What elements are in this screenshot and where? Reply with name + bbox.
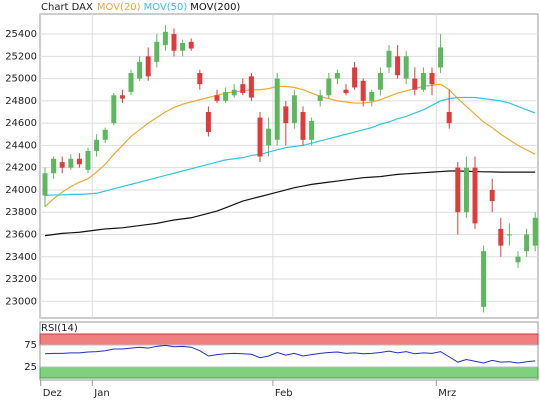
- y-tick-label: 24800: [5, 96, 37, 107]
- chart-title: Chart DAX: [41, 2, 93, 13]
- candle-body: [455, 167, 461, 213]
- candle-body: [137, 61, 143, 79]
- candle-body: [334, 73, 340, 79]
- candle-body: [214, 95, 220, 101]
- candle-body: [403, 56, 409, 79]
- y-tick-label: 24000: [5, 185, 37, 196]
- y-tick-label: 24600: [5, 118, 37, 129]
- candle-body: [420, 73, 426, 90]
- candle-body: [94, 139, 100, 151]
- x-tick-label: Mrz: [438, 388, 456, 399]
- candle-body: [240, 84, 246, 94]
- candle-body: [386, 50, 392, 68]
- candle-body: [231, 89, 237, 96]
- candle-body: [154, 41, 160, 62]
- candle-body: [412, 78, 418, 90]
- candle-body: [128, 73, 134, 92]
- candle-body: [506, 234, 512, 236]
- candle-body: [223, 91, 229, 101]
- candle-body: [162, 31, 168, 46]
- y-tick-label: 23000: [5, 296, 37, 307]
- legend-label: MOV(20): [97, 2, 141, 13]
- candle-body: [395, 56, 401, 76]
- candle-body: [446, 111, 452, 124]
- candle-body: [111, 95, 117, 124]
- y-tick-label: 23200: [5, 274, 37, 285]
- candle-body: [291, 95, 297, 124]
- candle-body: [352, 67, 358, 88]
- moving-average-line: [44, 83, 536, 208]
- candle-body: [515, 256, 521, 263]
- candle-body: [59, 162, 65, 168]
- y-tick-label: 25200: [5, 51, 37, 62]
- y-tick-label: 75: [24, 340, 37, 351]
- candle-body: [68, 158, 74, 168]
- y-tick-label: 24200: [5, 163, 37, 174]
- candle-body: [472, 167, 478, 224]
- candle-body: [266, 128, 272, 146]
- candle-body: [197, 73, 203, 85]
- y-tick-label: 25400: [5, 29, 37, 40]
- candle-body: [309, 120, 315, 140]
- y-tick-label: 24400: [5, 140, 37, 151]
- candle-body: [498, 228, 504, 246]
- candle-body: [429, 73, 435, 85]
- candle-body: [369, 91, 375, 101]
- x-tick-label: Jan: [93, 388, 109, 399]
- y-tick-label: 23800: [5, 207, 37, 218]
- candle-body: [463, 167, 469, 213]
- candle-body: [360, 80, 366, 101]
- panel-title: RSI(14): [41, 323, 78, 334]
- x-tick-label: Feb: [275, 388, 293, 399]
- overbought-band: [39, 333, 539, 346]
- candle-body: [257, 117, 263, 157]
- candle-body: [343, 89, 349, 94]
- candle-body: [283, 106, 289, 124]
- candle-body: [438, 47, 444, 68]
- candle-body: [102, 129, 108, 140]
- candle-body: [42, 173, 48, 196]
- candle-body: [274, 78, 280, 140]
- candle-body: [76, 158, 82, 165]
- candle-body: [481, 251, 487, 307]
- candle-body: [377, 73, 383, 90]
- y-tick-label: 23600: [5, 229, 37, 240]
- candle-body: [300, 111, 306, 140]
- candle-body: [119, 95, 125, 99]
- y-tick-label: 25000: [5, 74, 37, 85]
- x-tick-label: Dez: [43, 388, 62, 399]
- rsi-line: [44, 344, 536, 364]
- candle-body: [205, 111, 211, 133]
- candle-body: [532, 217, 538, 246]
- candle-body: [326, 78, 332, 96]
- moving-average-line: [44, 96, 536, 197]
- candle-body: [524, 234, 530, 252]
- candle-body: [489, 189, 495, 202]
- candle-body: [180, 42, 186, 51]
- legend-label: MOV(50): [144, 2, 188, 13]
- candle-body: [85, 150, 91, 170]
- oversold-band: [39, 366, 539, 379]
- moving-average-line: [44, 170, 536, 237]
- plot-area: [39, 13, 539, 319]
- candle-body: [248, 76, 254, 98]
- y-tick-label: 23400: [5, 252, 37, 263]
- candle-body: [188, 41, 194, 49]
- y-tick-label: 25: [24, 362, 37, 373]
- candle-body: [171, 34, 177, 51]
- legend-label: MOV(200): [190, 2, 240, 13]
- candle-body: [317, 95, 323, 101]
- candle-body: [51, 158, 57, 174]
- candle-body: [145, 56, 151, 77]
